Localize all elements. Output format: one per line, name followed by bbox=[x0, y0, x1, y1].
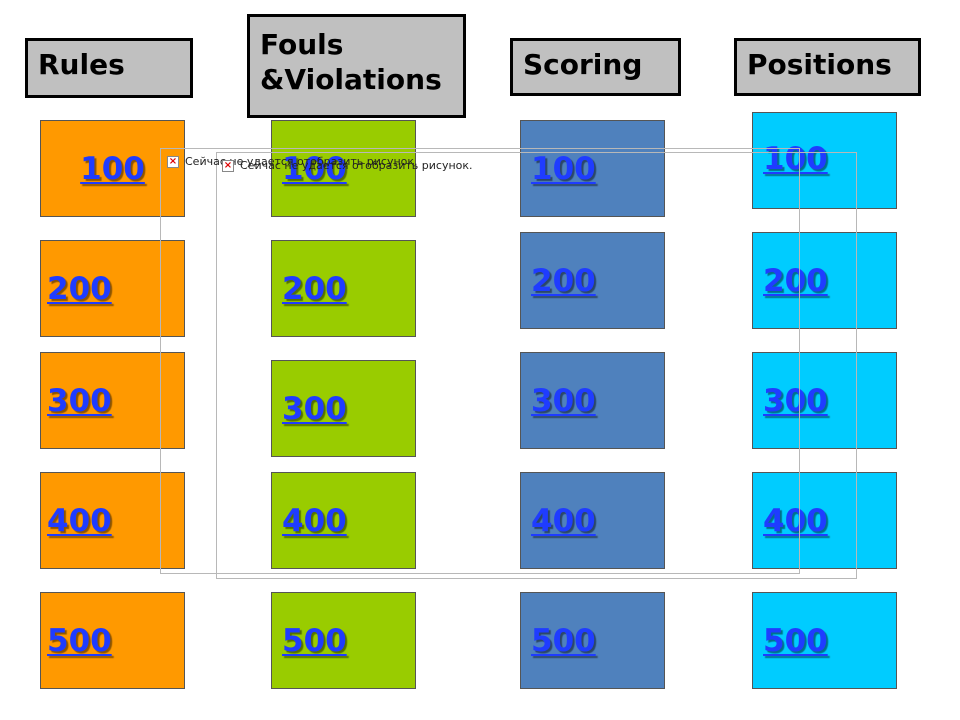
positions-100-link[interactable]: 100 bbox=[763, 141, 828, 177]
rules-300-link[interactable]: 300 bbox=[47, 382, 112, 419]
positions-500-tile[interactable]: 500 bbox=[752, 592, 897, 689]
scoring-200-tile[interactable]: 200 bbox=[520, 232, 665, 329]
header-positions-label: Positions bbox=[747, 48, 892, 81]
rules-100-tile[interactable]: 100 bbox=[40, 120, 185, 217]
fouls-200-link[interactable]: 200 bbox=[282, 270, 347, 307]
fouls-500-tile[interactable]: 500 bbox=[271, 592, 416, 689]
positions-500-link[interactable]: 500 bbox=[763, 622, 828, 659]
rules-200-tile[interactable]: 200 bbox=[40, 240, 185, 337]
fouls-300-tile[interactable]: 300 bbox=[271, 360, 416, 457]
rules-100-link[interactable]: 100 bbox=[80, 150, 145, 187]
rules-200-link[interactable]: 200 bbox=[47, 270, 112, 307]
scoring-100-tile[interactable]: 100 bbox=[520, 120, 665, 217]
header-fouls-line1: Fouls bbox=[260, 28, 344, 61]
rules-300-tile[interactable]: 300 bbox=[40, 352, 185, 449]
scoring-300-link[interactable]: 300 bbox=[531, 382, 596, 419]
header-rules-label: Rules bbox=[38, 48, 125, 81]
header-scoring: Scoring bbox=[510, 38, 681, 96]
scoring-400-tile[interactable]: 400 bbox=[520, 472, 665, 569]
rules-500-tile[interactable]: 500 bbox=[40, 592, 185, 689]
scoring-500-tile[interactable]: 500 bbox=[520, 592, 665, 689]
scoring-500-link[interactable]: 500 bbox=[531, 622, 596, 659]
scoring-300-tile[interactable]: 300 bbox=[520, 352, 665, 449]
header-rules: Rules bbox=[25, 38, 193, 98]
fouls-200-tile[interactable]: 200 bbox=[271, 240, 416, 337]
fouls-400-link[interactable]: 400 bbox=[282, 502, 347, 539]
positions-400-link[interactable]: 400 bbox=[763, 502, 828, 539]
rules-500-link[interactable]: 500 bbox=[47, 622, 112, 659]
fouls-100-link[interactable]: 100 bbox=[282, 151, 347, 187]
scoring-200-link[interactable]: 200 bbox=[531, 263, 596, 299]
positions-300-link[interactable]: 300 bbox=[763, 382, 828, 419]
positions-200-tile[interactable]: 200 bbox=[752, 232, 897, 329]
positions-200-link[interactable]: 200 bbox=[763, 263, 828, 299]
broken-image-frame-1 bbox=[160, 148, 800, 574]
broken-image-icon: × bbox=[222, 159, 234, 172]
positions-300-tile[interactable]: 300 bbox=[752, 352, 897, 449]
fouls-300-link[interactable]: 300 bbox=[282, 390, 347, 427]
rules-400-tile[interactable]: 400 bbox=[40, 472, 185, 569]
scoring-400-link[interactable]: 400 bbox=[531, 502, 596, 539]
fouls-400-tile[interactable]: 400 bbox=[271, 472, 416, 569]
rules-400-link[interactable]: 400 bbox=[47, 502, 112, 539]
positions-100-tile[interactable]: 100 bbox=[752, 112, 897, 209]
header-fouls-line2: &Violations bbox=[260, 63, 442, 96]
positions-400-tile[interactable]: 400 bbox=[752, 472, 897, 569]
scoring-100-link[interactable]: 100 bbox=[531, 150, 596, 187]
fouls-100-tile[interactable]: 100 bbox=[271, 120, 416, 217]
header-scoring-label: Scoring bbox=[523, 48, 643, 81]
header-positions: Positions bbox=[734, 38, 921, 96]
fouls-500-link[interactable]: 500 bbox=[282, 622, 347, 659]
header-fouls-violations: Fouls &Violations bbox=[247, 14, 466, 118]
